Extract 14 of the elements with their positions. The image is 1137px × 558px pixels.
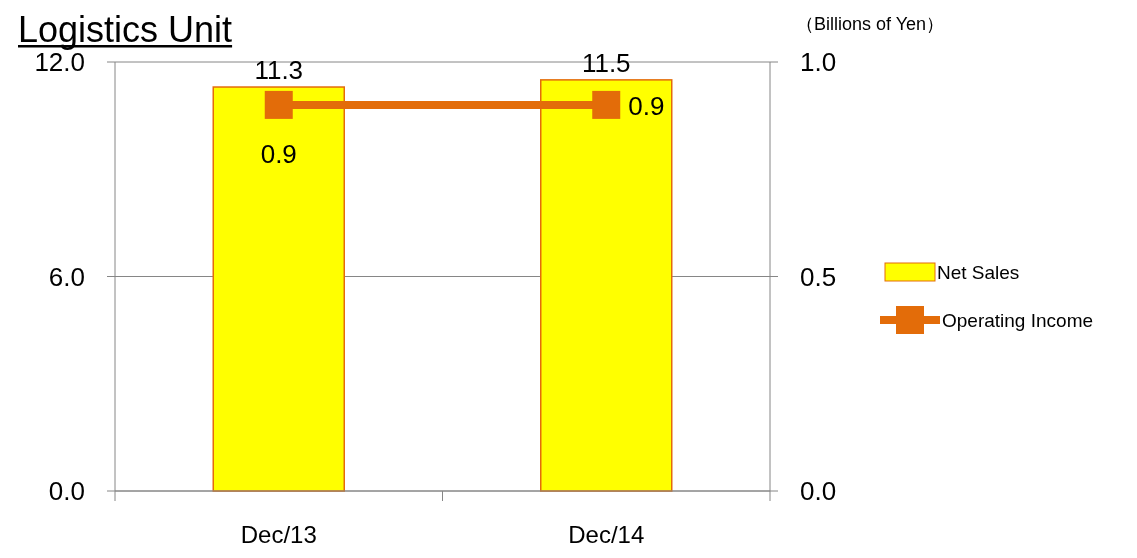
data-label: 11.5 [581,47,631,78]
x-tick-label: Dec/13 [240,521,317,548]
y2-tick-label: 0.5 [800,261,837,292]
y-tick-label: 6.0 [48,261,85,292]
data-label: 11.3 [254,55,304,86]
y-tick-label: 0.0 [48,476,85,506]
legend-label: Operating Income [942,310,1094,331]
y2-tick-label: 0.0 [800,476,837,506]
y2-tick-label: 1.0 [800,47,837,77]
data-label: 0.9 [628,90,665,121]
x-tick-label: Dec/14 [568,521,645,548]
legend-label: Net Sales [937,262,1020,283]
data-label: 0.9 [260,138,297,169]
text: （Billions of Yen） [795,14,945,34]
